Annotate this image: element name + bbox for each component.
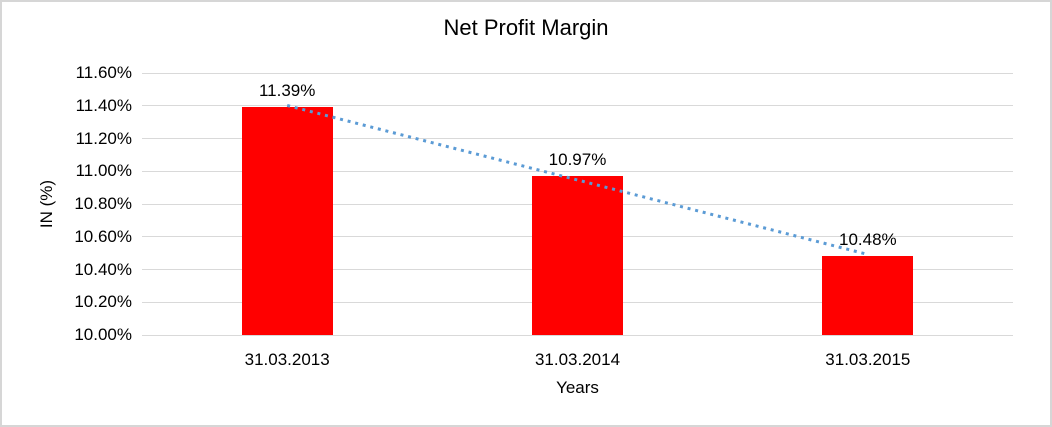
x-axis-line [142,334,1013,336]
y-tick-label: 10.80% [74,194,132,213]
y-tick-label: 10.60% [74,226,132,246]
x-axis-title: Years [556,378,599,397]
chart-title: Net Profit Margin [443,15,609,40]
bar [532,176,623,335]
y-tick-label: 10.40% [74,259,132,279]
gridline [142,105,1013,107]
bar [241,107,333,335]
x-tick-label: 31.03.2014 [534,350,621,369]
y-tick-label: 10.00% [74,325,132,344]
y-tick-label: 11.00% [75,161,132,181]
y-tick-label: 11.20% [75,128,132,148]
gridline [142,72,1013,74]
x-tick-label: 31.03.2015 [825,350,911,369]
y-tick-label: 11.60% [75,63,132,82]
bar-value-label: 11.39% [258,81,316,101]
x-tick-label: 31.03.2013 [244,350,330,369]
y-tick-label: 11.40% [75,95,132,115]
bar-value-label: 10.48% [838,230,897,250]
bar-value-label: 10.97% [548,150,607,170]
y-tick-label: 10.20% [74,292,132,312]
bar [822,256,914,335]
